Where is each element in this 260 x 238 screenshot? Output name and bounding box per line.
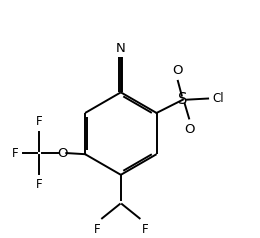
Text: F: F [36, 115, 43, 128]
Text: F: F [12, 147, 19, 159]
Text: F: F [93, 223, 100, 236]
Text: F: F [36, 178, 43, 191]
Text: S: S [178, 92, 187, 107]
Text: N: N [116, 42, 126, 55]
Text: O: O [57, 147, 67, 159]
Text: Cl: Cl [213, 92, 224, 105]
Text: O: O [185, 123, 195, 136]
Text: F: F [142, 223, 148, 236]
Text: O: O [172, 64, 183, 77]
